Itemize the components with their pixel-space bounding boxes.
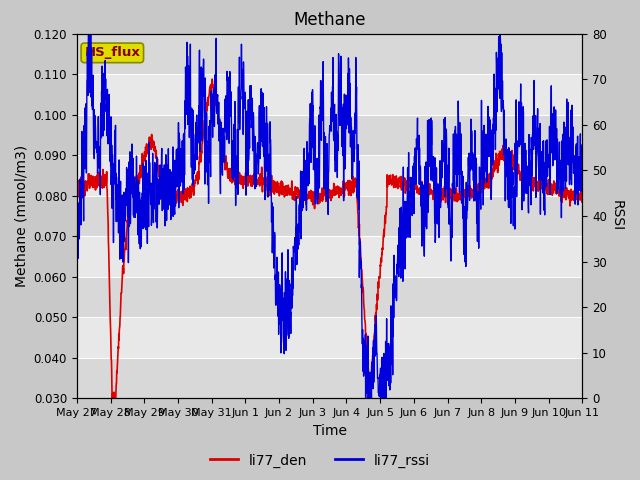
Y-axis label: Methane (mmol/m3): Methane (mmol/m3) xyxy=(14,145,28,287)
Bar xyxy=(77,358,582,398)
Bar xyxy=(77,155,582,196)
Bar xyxy=(77,115,582,155)
Bar xyxy=(77,236,582,277)
Legend: li77_den, li77_rssi: li77_den, li77_rssi xyxy=(204,448,436,473)
Bar xyxy=(77,196,582,236)
Text: HS_flux: HS_flux xyxy=(84,47,140,60)
X-axis label: Time: Time xyxy=(312,424,347,438)
Bar xyxy=(77,317,582,358)
Bar xyxy=(77,277,582,317)
Y-axis label: RSSI: RSSI xyxy=(610,201,623,231)
Bar xyxy=(77,34,582,74)
Title: Methane: Methane xyxy=(293,11,366,29)
Bar xyxy=(77,74,582,115)
